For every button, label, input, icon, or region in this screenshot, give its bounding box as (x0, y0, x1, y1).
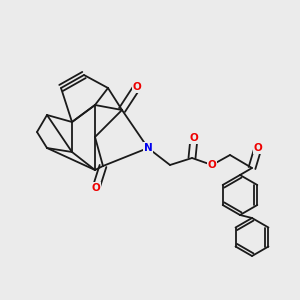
Text: N: N (144, 143, 152, 153)
Text: O: O (133, 82, 141, 92)
Text: O: O (190, 133, 198, 143)
Text: O: O (92, 183, 100, 193)
Text: O: O (208, 160, 216, 170)
Text: O: O (254, 143, 262, 153)
